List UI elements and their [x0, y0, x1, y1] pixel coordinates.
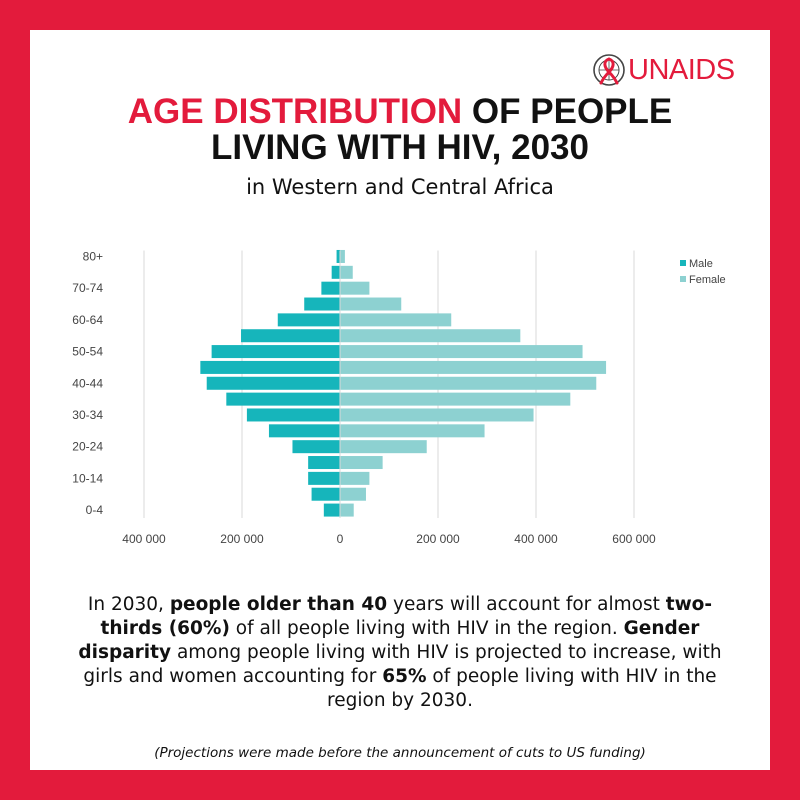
brand-name: UNAIDS — [628, 53, 735, 86]
un-emblem-ribbon-icon — [593, 54, 625, 86]
bar-female-70-74 — [340, 281, 370, 295]
bar-female-45-49 — [340, 360, 607, 374]
bar-male-0-4 — [323, 503, 340, 517]
bar-female-50-54 — [340, 345, 583, 359]
bar-female-75-79 — [340, 265, 353, 279]
y-tick-label-50-54: 50-54 — [72, 345, 103, 359]
legend-label-female: Female — [689, 274, 726, 286]
subtitle: in Western and Central Africa — [246, 175, 554, 199]
unaids-logo: UNAIDS — [592, 52, 752, 88]
y-tick-label-30-34: 30-34 — [72, 408, 103, 422]
bar-male-70-74 — [321, 281, 340, 295]
bar-female-35-39 — [340, 392, 571, 406]
desc-text-3: of all people living with HIV in the reg… — [229, 618, 624, 639]
bar-male-35-39 — [226, 392, 340, 406]
x-tick-label-3: 200 000 — [416, 532, 460, 546]
title-line-2: LIVING WITH HIV, 2030 — [211, 128, 589, 167]
bar-male-25-29 — [268, 424, 340, 438]
y-tick-label-60-64: 60-64 — [72, 313, 103, 327]
bar-female-10-14 — [340, 471, 370, 485]
y-tick-label-10-14: 10-14 — [72, 471, 103, 485]
desc-bold-1: people older than 40 — [169, 594, 388, 615]
bar-male-10-14 — [308, 471, 340, 485]
bar-male-45-49 — [200, 360, 340, 374]
title-rest: OF PEOPLE — [462, 92, 673, 131]
bar-male-65-69 — [304, 297, 340, 311]
bar-female-65-69 — [340, 297, 402, 311]
bar-male-50-54 — [211, 345, 340, 359]
legend-label-male: Male — [689, 258, 713, 270]
infographic-card: UNAIDS AGE DISTRIBUTION OF PEOPLE LIVING… — [30, 30, 770, 770]
desc-text-5: of people living with HIV in the region … — [327, 666, 717, 711]
legend-swatch-female — [680, 276, 686, 282]
x-tick-label-0: 400 000 — [122, 532, 166, 546]
bar-female-40-44 — [340, 376, 597, 390]
bar-male-5-9 — [311, 487, 340, 501]
y-tick-label-80+: 80+ — [83, 249, 103, 263]
bar-female-55-59 — [340, 329, 521, 343]
bar-male-30-34 — [246, 408, 340, 422]
population-pyramid-chart: 0-4 10-14 20-24 30-34 40-44 50-54 60-64 70-74 80… — [72, 249, 726, 546]
bar-female-20-24 — [340, 440, 427, 454]
x-tick-label-5: 600 000 — [612, 532, 656, 546]
bar-female-0-4 — [340, 503, 354, 517]
desc-bold-2: two-thirds (60%) — [100, 594, 713, 639]
y-tick-label-40-44: 40-44 — [72, 376, 103, 390]
bar-female-60-64 — [340, 313, 452, 327]
bar-male-60-64 — [277, 313, 340, 327]
page-title: AGE DISTRIBUTION OF PEOPLE LIVING WITH H… — [30, 94, 770, 166]
legend-swatch-male — [680, 260, 686, 266]
desc-text-2: years will account for almost — [387, 594, 666, 615]
bar-male-75-79 — [331, 265, 340, 279]
footnote: (Projections were made before the announ… — [154, 745, 646, 761]
bar-female-15-19 — [340, 456, 383, 470]
description-paragraph: In 2030, people older than 40 years will… — [60, 593, 740, 713]
x-tick-label-2: 0 — [337, 532, 344, 546]
bar-male-20-24 — [292, 440, 340, 454]
desc-bold-3: Gender disparity — [78, 618, 700, 663]
desc-bold-4: 65% — [382, 666, 427, 687]
bar-male-15-19 — [308, 456, 340, 470]
bar-male-80+ — [336, 249, 340, 263]
title-highlight: AGE DISTRIBUTION — [127, 92, 463, 131]
y-tick-label-0-4: 0-4 — [86, 503, 104, 517]
bar-male-40-44 — [206, 376, 340, 390]
bar-female-5-9 — [340, 487, 366, 501]
y-tick-label-70-74: 70-74 — [72, 281, 103, 295]
x-tick-label-4: 400 000 — [514, 532, 558, 546]
bar-male-55-59 — [241, 329, 340, 343]
bar-female-30-34 — [340, 408, 534, 422]
x-tick-label-1: 200 000 — [220, 532, 264, 546]
bar-female-80+ — [340, 249, 345, 263]
bar-female-25-29 — [340, 424, 485, 438]
desc-text-4: among people living with HIV is projecte… — [83, 642, 722, 687]
y-tick-label-20-24: 20-24 — [72, 440, 103, 454]
desc-text-1: In 2030, — [87, 594, 170, 615]
